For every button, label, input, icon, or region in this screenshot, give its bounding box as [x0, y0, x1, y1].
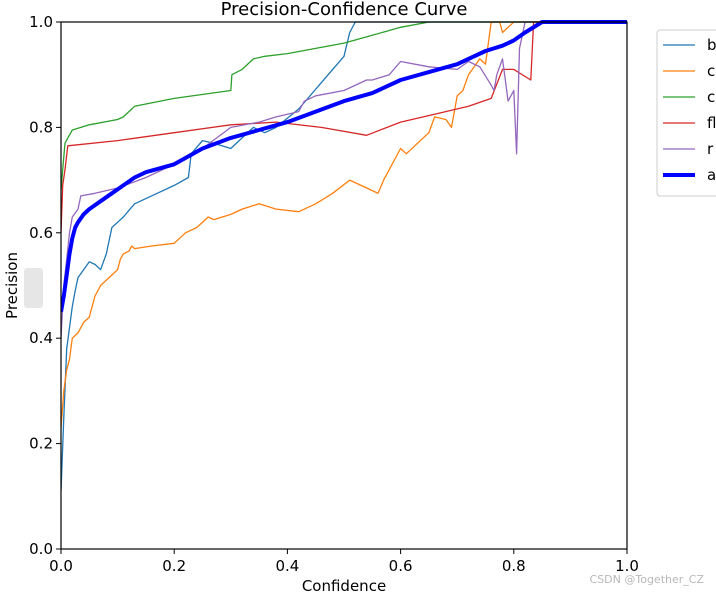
y-tick-label: 0.4: [29, 329, 53, 347]
x-tick-label: 0.4: [275, 557, 299, 575]
x-tick-label: 1.0: [615, 557, 639, 575]
x-tick-label: 0.6: [389, 557, 413, 575]
y-tick-label: 0.2: [29, 435, 53, 453]
series-line-3: [61, 21, 627, 233]
legend-label-3: fl: [707, 114, 716, 132]
axes-frame: [60, 21, 628, 550]
legend-label-4: r: [707, 140, 714, 158]
series-line-0: [61, 21, 627, 492]
x-axis-label: Confidence: [302, 577, 386, 592]
x-tick-label: 0.0: [49, 557, 73, 575]
y-tick-label: 0.0: [29, 540, 53, 558]
plot-area: [61, 20, 627, 492]
scroll-handle[interactable]: [24, 268, 43, 308]
x-tick-label: 0.2: [162, 557, 186, 575]
chart-title: Precision-Confidence Curve: [221, 0, 468, 20]
y-axis-label: Precision: [3, 252, 21, 319]
legend-label-1: c: [707, 62, 715, 80]
series-line-4: [61, 21, 627, 339]
series-line-2: [61, 21, 627, 191]
x-tick-label: 0.8: [502, 557, 526, 575]
y-tick-label: 0.6: [29, 224, 53, 242]
legend-label-5: a: [707, 166, 716, 184]
axis-ticks: 0.0 0.2 0.4 0.6 0.8 1.0 0.0 0.2 0.4 0.6 0.8 1.0: [29, 13, 639, 575]
legend-label-2: c: [707, 88, 715, 106]
y-tick-label: 1.0: [29, 13, 53, 31]
y-tick-label: 0.8: [29, 118, 53, 136]
series-line-5: [61, 20, 627, 313]
legend-label-0: b: [707, 36, 716, 54]
watermark: CSDN @Together_CZ: [589, 573, 704, 586]
series-line-1: [61, 21, 627, 428]
